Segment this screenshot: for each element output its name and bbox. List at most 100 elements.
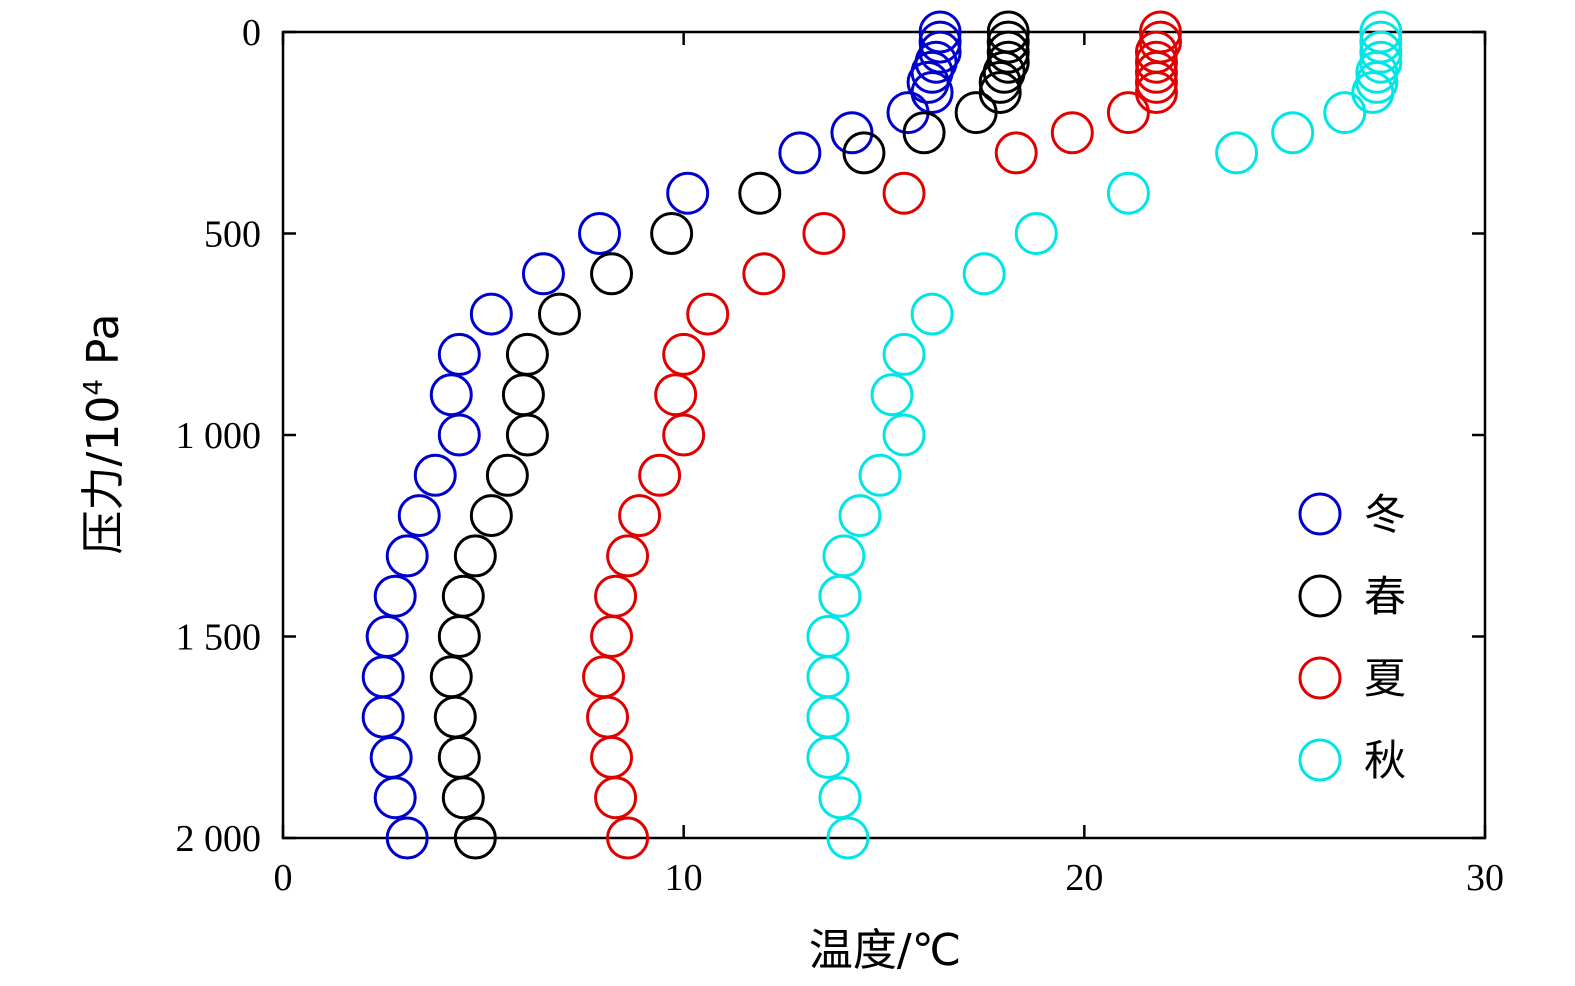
data-point [594, 776, 638, 820]
data-point [505, 413, 549, 457]
data-point [962, 252, 1006, 296]
y-axis-title-main: 压力/10 [78, 396, 129, 555]
data-point [437, 615, 481, 658]
data-point [802, 212, 846, 255]
data-point [485, 453, 529, 497]
data-point [870, 373, 914, 417]
data-point [738, 171, 782, 215]
data-point [662, 413, 706, 457]
data-point [537, 292, 581, 336]
legend-marker [1298, 656, 1342, 700]
x-tick-label: 0 [274, 857, 293, 899]
data-point [918, 10, 962, 54]
data-point [361, 655, 405, 699]
data-point [469, 292, 513, 336]
y-tick-label: 1 000 [176, 415, 262, 457]
legend-label: 夏 [1364, 654, 1406, 703]
data-points [361, 10, 1403, 860]
data-point [590, 615, 634, 658]
data-point [453, 816, 497, 860]
data-point [1014, 212, 1058, 255]
data-point [437, 332, 481, 376]
data-point [650, 212, 694, 255]
data-point [1134, 50, 1178, 94]
y-axis-title-unit: Pa [78, 314, 129, 380]
data-point [369, 735, 413, 779]
data-point [838, 494, 882, 538]
data-point [1134, 60, 1178, 104]
y-axis-title: 压力/104 Pa [78, 314, 129, 555]
x-axis-title: 温度/℃ [809, 925, 961, 976]
data-point [638, 453, 682, 497]
data-point [806, 615, 850, 658]
y-tick-label: 2 000 [176, 818, 262, 860]
legend-marker [1298, 574, 1342, 618]
data-point [590, 252, 634, 296]
data-point [582, 655, 626, 699]
legend-label: 冬 [1364, 490, 1406, 539]
data-point [882, 413, 926, 457]
data-point [818, 776, 862, 820]
data-point [986, 20, 1030, 64]
legend-marker [1298, 738, 1342, 782]
data-point [1355, 50, 1399, 94]
data-point [882, 171, 926, 215]
data-point [778, 131, 822, 175]
data-point [806, 735, 850, 779]
data-point [361, 695, 405, 739]
data-point [1271, 111, 1315, 155]
data-point [882, 332, 926, 376]
data-point [441, 776, 485, 820]
data-point [469, 494, 513, 538]
y-tick-label: 500 [204, 214, 261, 256]
data-point [433, 695, 477, 739]
data-point [830, 111, 874, 155]
data-point [826, 816, 870, 860]
data-point [666, 171, 710, 215]
data-point [441, 574, 485, 618]
data-point [1323, 91, 1367, 135]
data-point [986, 30, 1030, 74]
data-point [578, 212, 622, 255]
data-point [373, 574, 417, 618]
data-point [521, 252, 565, 296]
data-point [1050, 111, 1094, 155]
data-point [1215, 131, 1259, 175]
data-point [994, 131, 1038, 175]
data-point [1106, 91, 1150, 135]
data-point [654, 373, 698, 417]
legend-label: 秋 [1364, 736, 1406, 785]
data-point [978, 60, 1022, 104]
data-point [806, 695, 850, 739]
data-point [1134, 40, 1178, 84]
data-point [1134, 70, 1178, 114]
x-tick-label: 20 [1065, 857, 1103, 899]
data-point [437, 413, 481, 457]
data-point [453, 534, 497, 578]
y-tick-label: 0 [242, 12, 261, 54]
data-point [910, 292, 954, 336]
axis-ticks: 0 10 20 30 0 500 1 000 1 500 2 000 [176, 12, 1505, 899]
legend-label: 春 [1364, 572, 1406, 621]
data-point [1106, 171, 1150, 215]
data-point [902, 111, 946, 155]
data-point [858, 453, 902, 497]
data-point [618, 494, 662, 538]
data-point [806, 655, 850, 699]
data-point [606, 534, 650, 578]
data-point [429, 373, 473, 417]
data-point [385, 816, 429, 860]
data-point [385, 534, 429, 578]
data-point [742, 252, 786, 296]
data-point [842, 131, 886, 175]
x-tick-label: 10 [665, 857, 703, 899]
data-point [1359, 30, 1403, 74]
data-point [437, 735, 481, 779]
data-point [501, 373, 545, 417]
data-point [606, 816, 650, 860]
y-axis-title-superscript: 4 [79, 379, 109, 396]
data-point [397, 494, 441, 538]
data-point [505, 332, 549, 376]
